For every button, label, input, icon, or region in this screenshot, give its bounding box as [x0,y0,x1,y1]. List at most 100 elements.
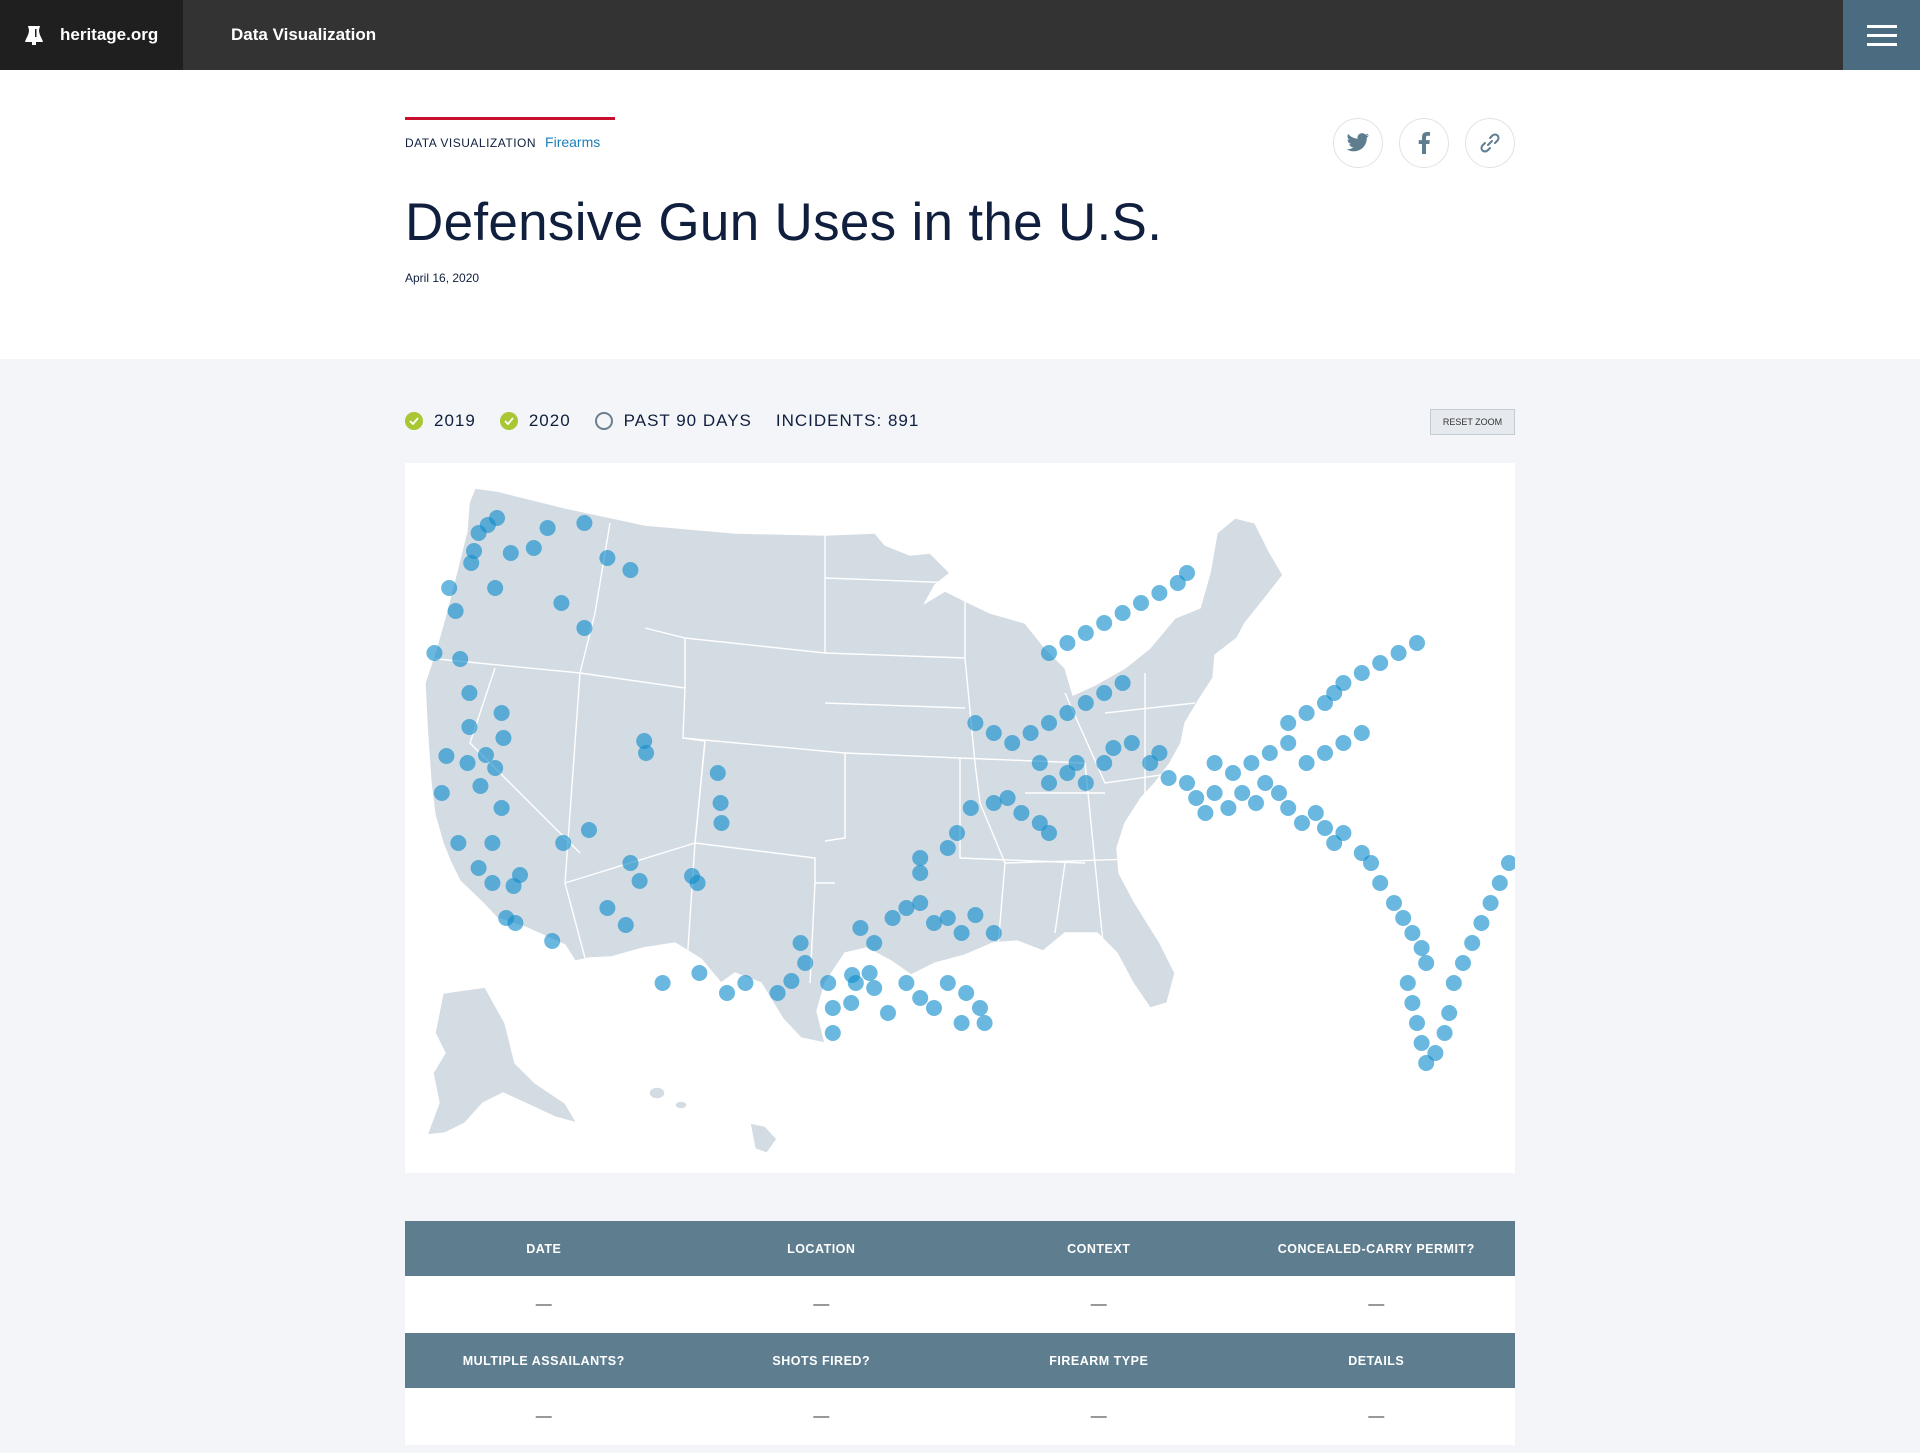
incident-dot[interactable] [1399,975,1416,991]
incident-dot[interactable] [1409,1015,1425,1031]
incident-dot[interactable] [484,875,501,891]
incident-dot[interactable] [824,1000,841,1016]
incident-dot[interactable] [866,935,883,951]
incident-dot[interactable] [1225,765,1241,781]
copy-link-button[interactable] [1465,118,1515,168]
incident-dot[interactable] [824,1025,841,1041]
incident-dot[interactable] [576,620,593,636]
incident-dot[interactable] [1317,820,1333,836]
incident-dot[interactable] [1298,755,1315,771]
incident-dot[interactable] [1123,735,1140,751]
incident-dot[interactable] [861,965,878,981]
incident-dot[interactable] [880,1005,896,1021]
incident-dot[interactable] [426,645,443,661]
incident-dot[interactable] [1501,855,1515,871]
incident-dot[interactable] [484,835,501,851]
incident-dot[interactable] [953,925,970,941]
incident-dot[interactable] [450,835,467,851]
incident-dot[interactable] [709,765,726,781]
incident-dot[interactable] [1248,795,1264,811]
incident-dot[interactable] [1096,615,1113,631]
hamburger-icon[interactable] [1843,0,1920,70]
filter-past-90-days[interactable]: PAST 90 DAYS [594,411,752,431]
incident-dot[interactable] [1491,875,1508,891]
incident-dot[interactable] [912,850,929,866]
incident-dot[interactable] [1179,565,1195,581]
filter-2020[interactable]: 2020 [499,411,571,431]
incident-dot[interactable] [884,910,901,926]
incident-dot[interactable] [967,907,984,923]
incident-dot[interactable] [1353,725,1370,741]
incident-dot[interactable] [1096,755,1113,771]
incident-dot[interactable] [1261,745,1278,761]
incident-dot[interactable] [636,733,653,749]
incident-dot[interactable] [976,1015,993,1031]
incident-dot[interactable] [1386,895,1402,911]
incident-dot[interactable] [1335,825,1352,841]
incident-dot[interactable] [783,973,800,989]
incident-dot[interactable] [972,1000,988,1016]
incident-dot[interactable] [472,778,489,794]
incident-dot[interactable] [493,800,510,816]
incident-dot[interactable] [477,747,494,763]
twitter-share-button[interactable] [1333,118,1383,168]
incident-dot[interactable] [1077,625,1094,641]
incident-dot[interactable] [1445,975,1462,991]
incident-dot[interactable] [463,555,480,571]
incident-dot[interactable] [493,705,510,721]
incident-dot[interactable] [1096,685,1113,701]
incident-dot[interactable] [553,595,570,611]
incident-dot[interactable] [949,825,965,841]
incident-dot[interactable] [939,910,956,926]
incident-dot[interactable] [852,920,869,936]
incident-dot[interactable] [866,980,883,996]
incident-dot[interactable] [898,900,915,916]
incident-dot[interactable] [1390,645,1407,661]
incident-dot[interactable] [1335,735,1352,751]
incident-dot[interactable] [1133,595,1149,611]
incident-dot[interactable] [452,651,469,667]
incident-dot[interactable] [631,873,648,889]
incident-dot[interactable] [622,855,639,871]
incident-dot[interactable] [1409,635,1425,651]
incident-dot[interactable] [512,867,528,883]
incident-dot[interactable] [461,685,478,701]
incident-dot[interactable] [638,745,655,761]
incident-dot[interactable] [466,543,482,559]
reset-zoom-button[interactable]: RESET ZOOM [1430,409,1515,435]
incident-dot[interactable] [1206,785,1223,801]
facebook-share-button[interactable] [1399,118,1449,168]
incident-dot[interactable] [1436,1025,1453,1041]
incident-dot[interactable] [470,860,487,876]
incident-dot[interactable] [1413,940,1430,956]
incident-dot[interactable] [1114,605,1131,621]
incident-dot[interactable] [1188,790,1205,806]
incident-dot[interactable] [622,562,639,578]
incident-dot[interactable] [1220,800,1237,816]
incident-dot[interactable] [958,985,975,1001]
incident-dot[interactable] [999,790,1016,806]
incident-dot[interactable] [912,895,929,911]
map-panel[interactable] [405,463,1515,1173]
incident-dot[interactable] [1013,805,1030,821]
heritage-logo-link[interactable]: heritage.org [0,0,183,70]
incident-dot[interactable] [912,865,929,881]
incident-dot[interactable] [1404,925,1421,941]
incident-dot[interactable] [433,785,450,801]
incident-dot[interactable] [1257,775,1274,791]
incident-dot[interactable] [1280,715,1297,731]
incident-dot[interactable] [1151,585,1168,601]
incident-dot[interactable] [1160,770,1177,786]
incident-dot[interactable] [1482,895,1499,911]
incident-dot[interactable] [1059,705,1076,721]
incident-dot[interactable] [926,915,942,931]
incident-dot[interactable] [1298,705,1315,721]
incident-dot[interactable] [1464,935,1481,951]
incident-dot[interactable] [1363,855,1379,871]
incident-dot[interactable] [769,985,786,1001]
incident-dot[interactable] [1197,805,1214,821]
us-map[interactable] [405,463,1515,1173]
incident-dot[interactable] [1077,775,1094,791]
incident-dot[interactable] [1059,635,1076,651]
incident-dot[interactable] [487,760,504,776]
